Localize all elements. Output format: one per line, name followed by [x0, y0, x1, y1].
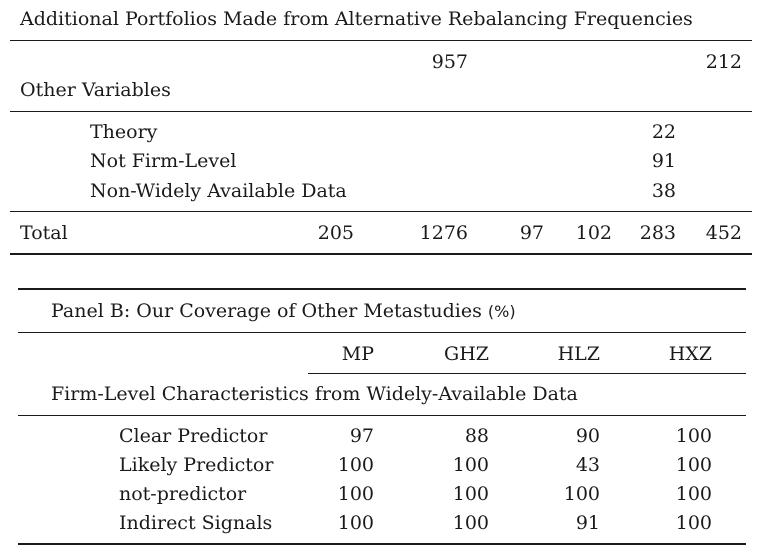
row-value-not-firm-level: 91	[651, 150, 676, 172]
divider	[10, 111, 752, 112]
panel-b-title-unit: (%)	[487, 302, 516, 321]
panel-b-title: Panel B: Our Coverage of Other Metastudi…	[51, 302, 516, 321]
table-cell: 100	[675, 454, 712, 476]
row-label-not-predictor: not-predictor	[119, 483, 247, 505]
row-label-theory: Theory	[90, 121, 158, 143]
divider	[18, 415, 746, 416]
column-header-underline	[308, 373, 746, 374]
column-header-hlz: HLZ	[557, 343, 600, 365]
total-value: 97	[519, 222, 544, 244]
table-cell: 88	[464, 425, 489, 447]
section-title-rebalancing: Additional Portfolios Made from Alternat…	[20, 8, 693, 30]
table-cell: 100	[337, 454, 374, 476]
table-cell: 100	[563, 483, 600, 505]
panel-a-bottom-rule	[10, 253, 752, 255]
rebalancing-value-col2: 957	[431, 51, 468, 73]
table-cell: 100	[452, 512, 489, 534]
table-cell: 100	[675, 425, 712, 447]
row-label-likely-predictor: Likely Predictor	[119, 454, 274, 476]
table-cell: 100	[337, 483, 374, 505]
table-cell: 91	[575, 512, 600, 534]
table-cell: 97	[349, 425, 374, 447]
divider	[10, 40, 752, 41]
divider	[10, 211, 752, 212]
table-cell: 100	[675, 483, 712, 505]
table-cell: 100	[337, 512, 374, 534]
row-label-clear-predictor: Clear Predictor	[119, 425, 268, 447]
row-label-not-firm-level: Not Firm-Level	[90, 150, 237, 172]
table-cell: 100	[452, 483, 489, 505]
table-cell: 100	[452, 454, 489, 476]
panel-b-top-rule	[18, 288, 746, 290]
rebalancing-value-col6: 212	[705, 51, 742, 73]
row-value-theory: 22	[651, 121, 676, 143]
row-label-indirect-signals: Indirect Signals	[119, 512, 273, 534]
table-cell: 100	[675, 512, 712, 534]
column-header-mp: MP	[341, 343, 374, 365]
other-variables-heading: Other Variables	[20, 79, 171, 101]
row-label-non-widely-available: Non-Widely Available Data	[90, 180, 347, 202]
total-value: 1276	[419, 222, 468, 244]
total-value: 102	[575, 222, 612, 244]
row-value-non-widely-available: 38	[651, 180, 676, 202]
table-cell: 90	[575, 425, 600, 447]
total-value: 205	[317, 222, 354, 244]
total-value: 283	[639, 222, 676, 244]
column-header-ghz: GHZ	[444, 343, 489, 365]
divider	[18, 332, 746, 333]
panel-b-bottom-rule	[18, 543, 746, 545]
panel-b-title-text: Panel B: Our Coverage of Other Metastudi…	[51, 300, 482, 322]
group-heading: Firm-Level Characteristics from Widely-A…	[51, 383, 578, 405]
column-header-hxz: HXZ	[668, 343, 712, 365]
table-cell: 43	[575, 454, 600, 476]
total-label: Total	[20, 222, 68, 244]
total-value: 452	[705, 222, 742, 244]
